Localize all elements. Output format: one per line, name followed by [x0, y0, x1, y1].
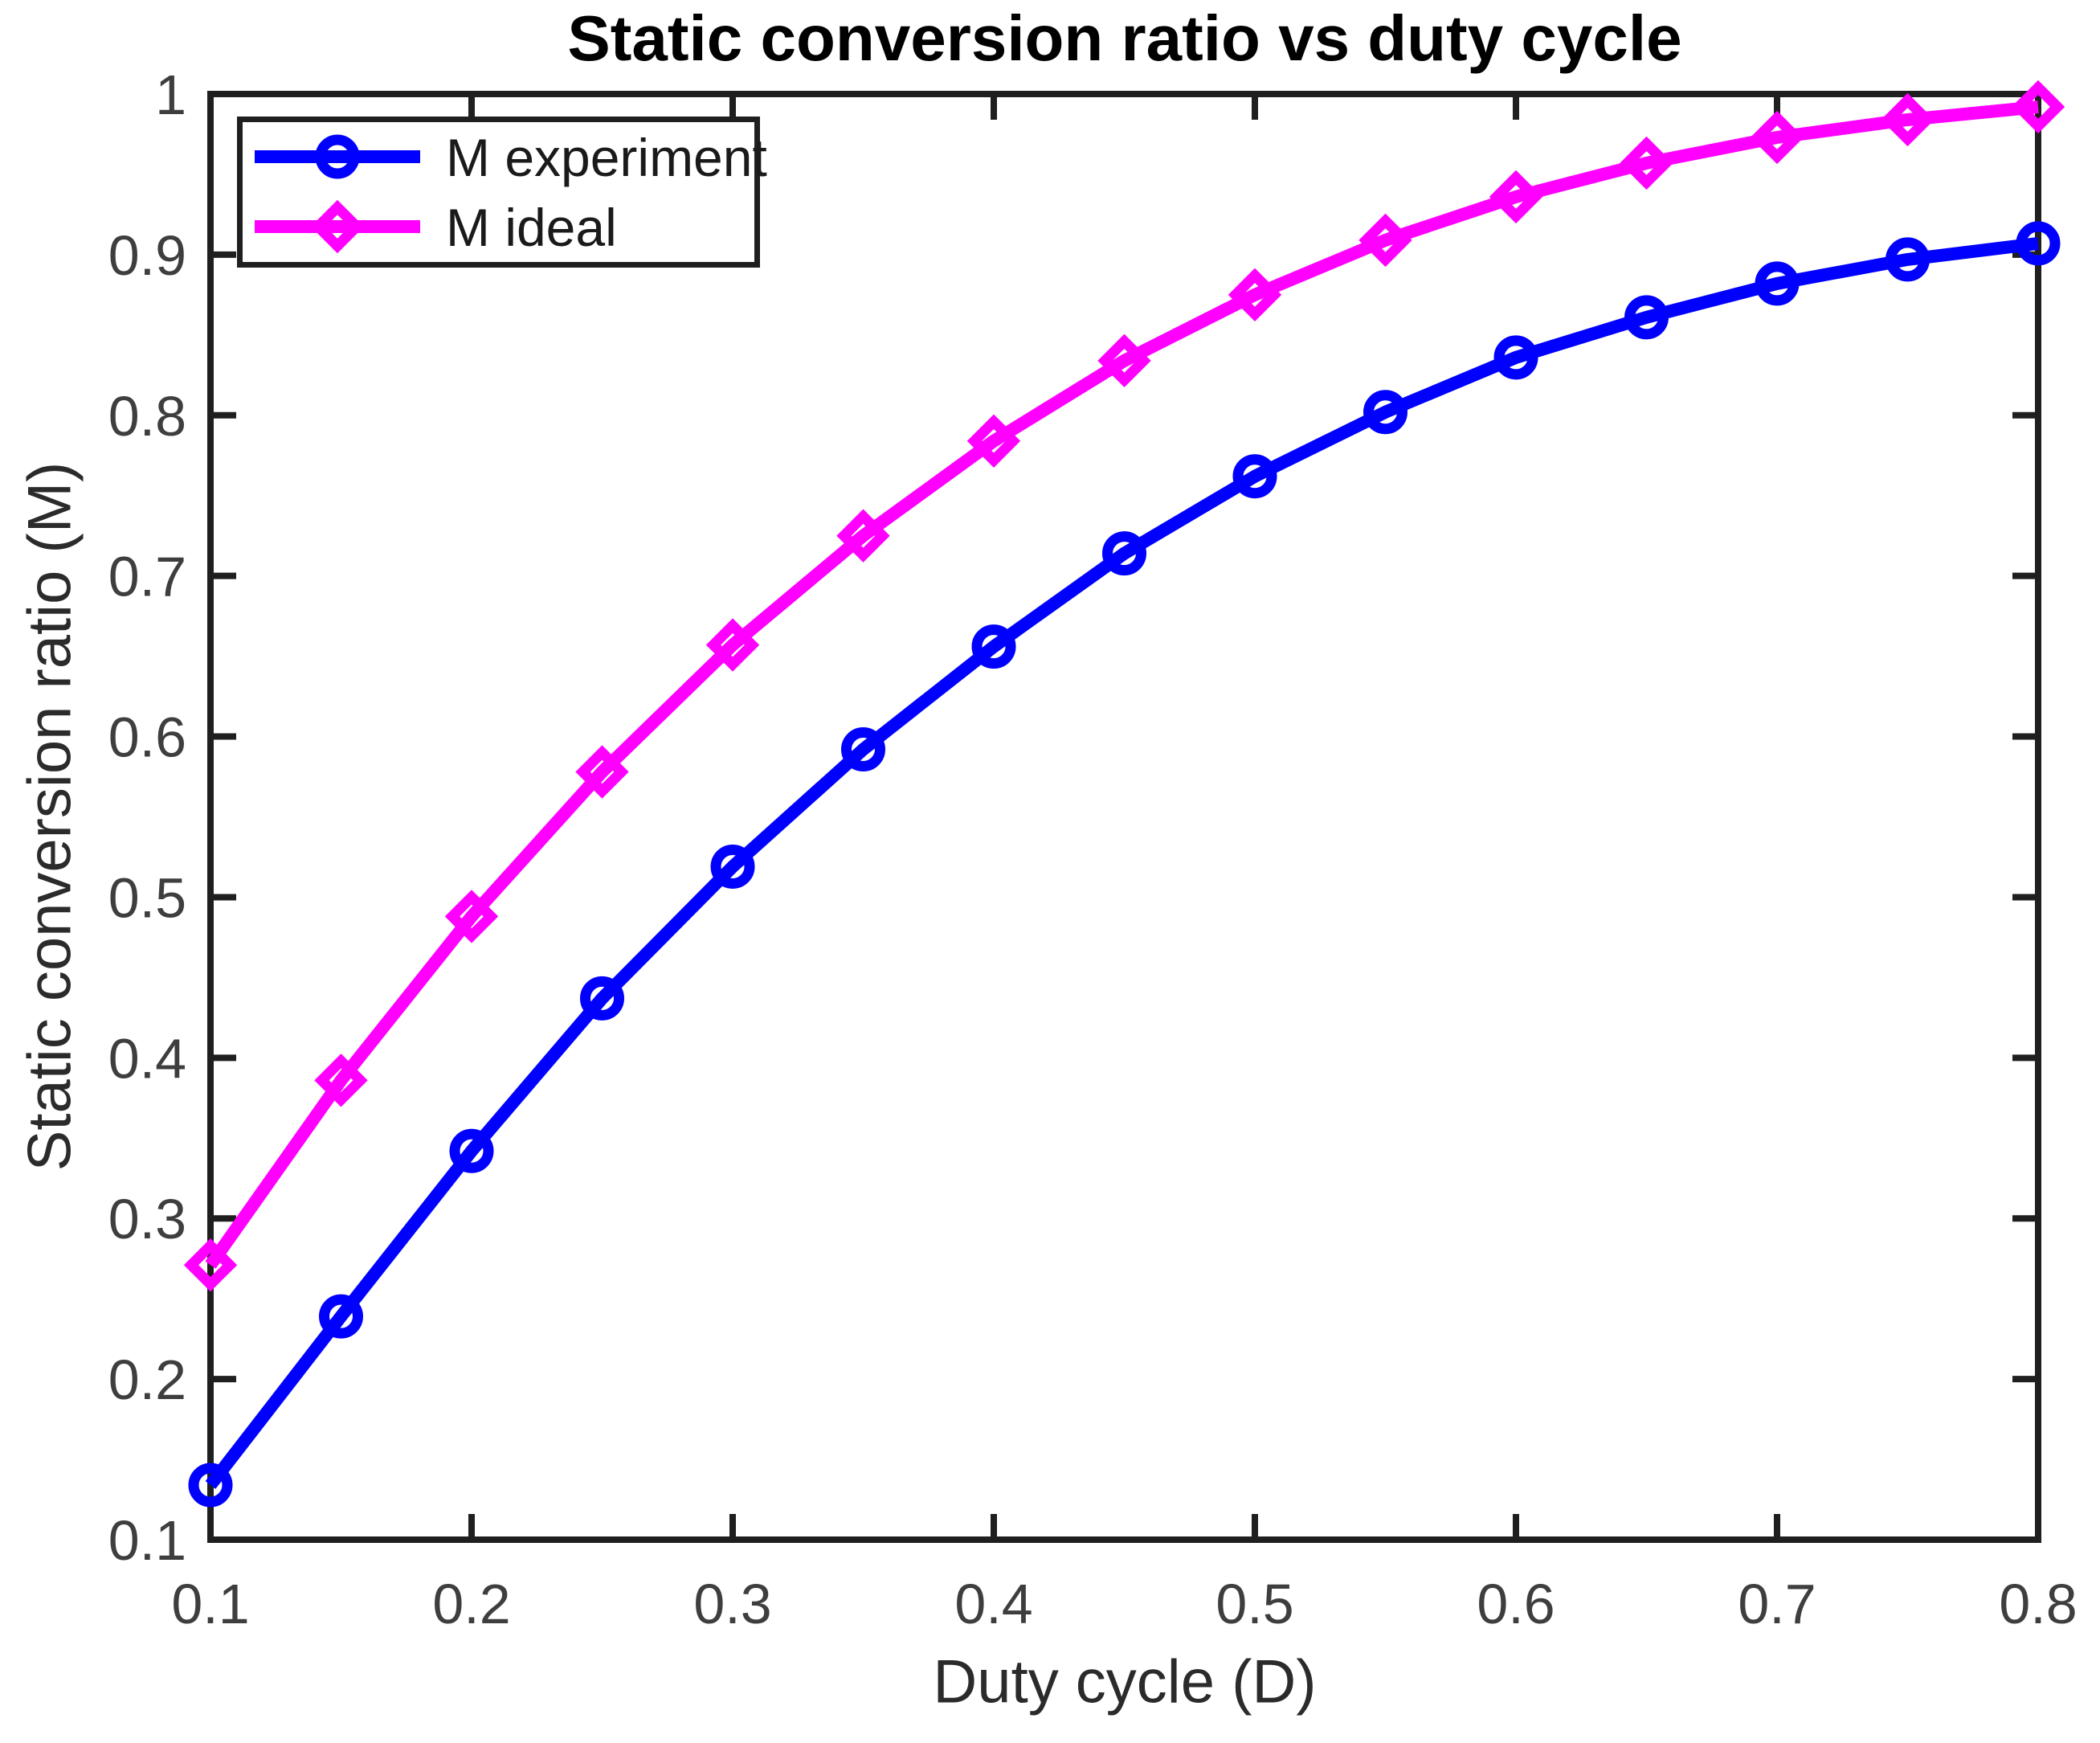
- y-tick-label: 0.7: [108, 546, 186, 608]
- circle-marker: [971, 624, 1016, 669]
- y-axis-label: Static conversion ratio (M): [15, 461, 84, 1172]
- diamond-marker: [444, 890, 499, 943]
- chart-title: Static conversion ratio vs duty cycle: [567, 2, 1682, 74]
- series-m-ideal: [183, 80, 2065, 1292]
- circle-marker: [1102, 531, 1146, 576]
- axes-box: [207, 91, 2041, 1543]
- legend-sample-diamond-line: [255, 199, 420, 254]
- circle-marker: [841, 727, 885, 772]
- diamond-marker: [1750, 110, 1804, 165]
- y-tick-label: 0.8: [108, 385, 186, 448]
- diamond-marker: [1489, 170, 1543, 224]
- diamond-marker: [314, 1054, 368, 1107]
- circle-marker: [2016, 221, 2061, 266]
- circle-marker: [1624, 295, 1669, 340]
- diamond-marker: [1097, 333, 1151, 388]
- legend-sample-circle-line: [255, 134, 420, 179]
- circle-marker: [1363, 390, 1407, 435]
- y-tick-label: 0.1: [108, 1509, 186, 1572]
- y-tick-label: 0.6: [108, 706, 186, 769]
- circle-marker: [580, 976, 624, 1021]
- y-tick-label: 0.3: [108, 1188, 186, 1250]
- legend-label: M experiment: [446, 127, 767, 187]
- circle-marker: [1886, 237, 1930, 282]
- circle-marker: [188, 1463, 233, 1508]
- legend-label: M ideal: [446, 197, 617, 257]
- diamond-marker: [1358, 213, 1412, 268]
- series-line: [205, 236, 2039, 1489]
- diamond-marker: [1228, 268, 1282, 322]
- circle-marker: [710, 844, 755, 889]
- legend: M experiment M ideal: [237, 117, 767, 268]
- x-tick-label: 0.1: [171, 1573, 249, 1635]
- y-tick-label: 0.2: [108, 1348, 186, 1411]
- circle-marker: [315, 134, 360, 179]
- x-tick-label: 0.8: [1999, 1573, 2077, 1635]
- diamond-marker: [310, 199, 365, 254]
- diamond-marker: [705, 618, 760, 672]
- diamond-marker: [1881, 92, 1935, 147]
- circle-marker: [1493, 335, 1538, 380]
- diamond-marker: [966, 414, 1021, 468]
- diamond-marker: [1620, 136, 1673, 190]
- x-tick-label: 0.2: [432, 1573, 510, 1635]
- x-tick-label: 0.6: [1477, 1573, 1555, 1635]
- x-tick-label: 0.5: [1215, 1573, 1293, 1635]
- y-tick-label: 0.4: [108, 1027, 186, 1090]
- circle-marker: [1755, 261, 1800, 306]
- y-tick-label: 1: [155, 63, 186, 126]
- legend-item: M experiment: [243, 122, 767, 192]
- diamond-marker: [2011, 80, 2065, 134]
- x-tick-label: 0.3: [693, 1573, 771, 1635]
- x-axis-label: Duty cycle (D): [933, 1647, 1317, 1716]
- circle-marker: [319, 1294, 363, 1339]
- x-tick-label: 0.7: [1738, 1573, 1816, 1635]
- diamond-marker: [836, 509, 890, 563]
- series-line: [205, 100, 2039, 1269]
- circle-marker: [1232, 454, 1277, 499]
- diamond-marker: [575, 745, 629, 799]
- legend-item: M ideal: [243, 192, 754, 262]
- y-tick-label: 0.9: [108, 224, 186, 287]
- circle-marker: [449, 1128, 494, 1173]
- x-tick-label: 0.4: [954, 1573, 1032, 1635]
- y-tick-label: 0.5: [108, 866, 186, 929]
- series-m-experiment: [188, 221, 2061, 1508]
- diamond-marker: [183, 1238, 238, 1292]
